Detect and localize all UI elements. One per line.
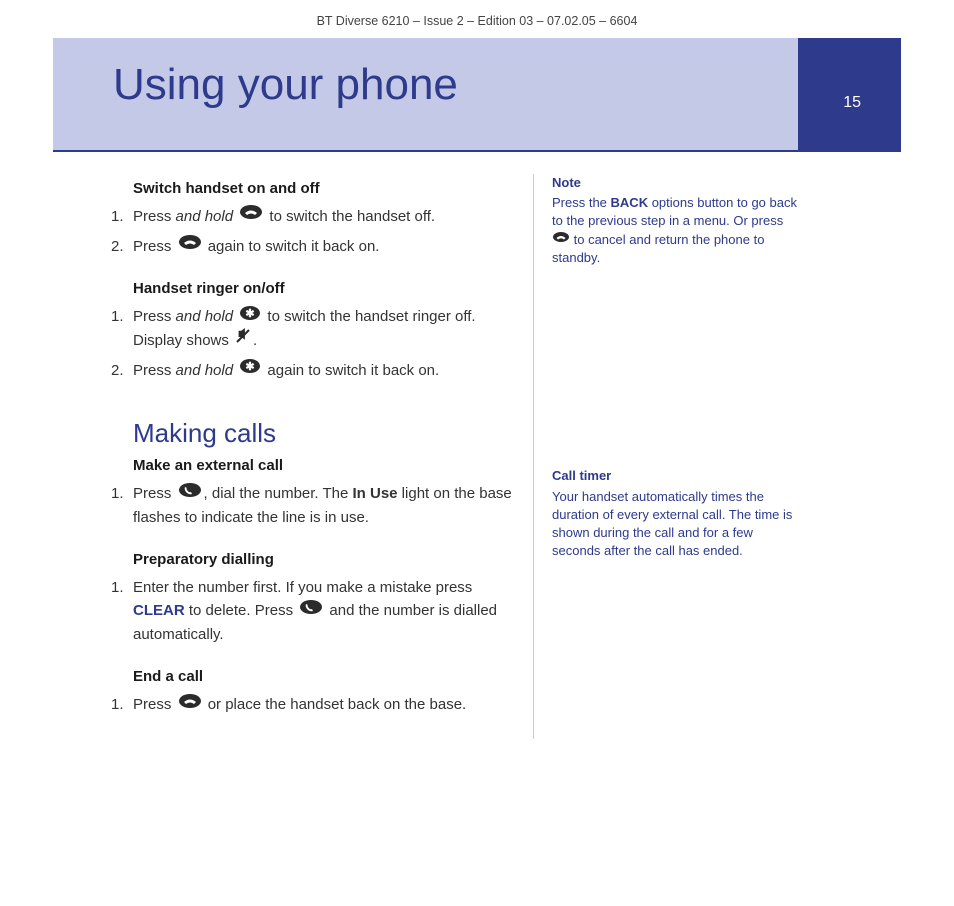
- steps-ringer: Press and hold ✱ to switch the handset r…: [133, 305, 513, 382]
- hangup-icon: [178, 693, 202, 716]
- call-timer-body: Your handset automatically times the dur…: [552, 489, 792, 559]
- hangup-icon: [178, 234, 202, 257]
- main-column: Switch handset on and off Press and hold…: [53, 174, 533, 739]
- star-key-icon: ✱: [239, 305, 261, 328]
- step: Press or place the handset back on the b…: [111, 693, 513, 717]
- back-button-label: BACK: [611, 195, 649, 210]
- call-timer-title: Call timer: [552, 467, 801, 485]
- step: Press and hold ✱ again to switch it back…: [111, 359, 513, 383]
- step: Press , dial the number. The In Use ligh…: [111, 482, 513, 529]
- header-text: BT Diverse 6210 – Issue 2 – Edition 03 –…: [0, 0, 954, 38]
- note-block: Note Press the BACK options button to go…: [552, 174, 801, 267]
- sidebar-column: Note Press the BACK options button to go…: [533, 174, 801, 739]
- hangup-icon: [552, 231, 574, 246]
- steps-external-call: Press , dial the number. The In Use ligh…: [133, 482, 513, 529]
- title-banner: Using your phone 15: [53, 38, 901, 150]
- ringer-off-icon: [235, 328, 251, 351]
- subsection-making-calls: Making calls: [133, 418, 513, 449]
- heading-ringer: Handset ringer on/off: [133, 280, 513, 297]
- svg-text:✱: ✱: [246, 308, 255, 320]
- clear-button-label: CLEAR: [133, 602, 185, 619]
- page-root: BT Diverse 6210 – Issue 2 – Edition 03 –…: [0, 0, 954, 739]
- step: Press and hold ✱ to switch the handset r…: [111, 305, 513, 352]
- step: Enter the number first. If you make a mi…: [111, 576, 513, 646]
- hangup-icon: [239, 204, 263, 227]
- talk-icon: [299, 599, 323, 622]
- talk-icon: [178, 482, 202, 505]
- content-area: Switch handset on and off Press and hold…: [53, 174, 901, 739]
- heading-end-call: End a call: [133, 668, 513, 685]
- step: Press and hold to switch the handset off…: [111, 205, 513, 229]
- note-title: Note: [552, 174, 801, 192]
- call-timer-block: Call timer Your handset automatically ti…: [552, 467, 801, 560]
- page-title: Using your phone: [113, 60, 458, 110]
- heading-preparatory: Preparatory dialling: [133, 551, 513, 568]
- page-number: 15: [843, 94, 861, 112]
- steps-switch-handset: Press and hold to switch the handset off…: [133, 205, 513, 258]
- svg-text:✱: ✱: [246, 361, 255, 373]
- steps-preparatory: Enter the number first. If you make a mi…: [133, 576, 513, 646]
- step: Press again to switch it back on.: [111, 235, 513, 259]
- heading-switch-handset: Switch handset on and off: [133, 180, 513, 197]
- star-key-icon: ✱: [239, 358, 261, 381]
- steps-end-call: Press or place the handset back on the b…: [133, 693, 513, 717]
- sidebar-spacer: [552, 267, 801, 467]
- heading-external-call: Make an external call: [133, 457, 513, 474]
